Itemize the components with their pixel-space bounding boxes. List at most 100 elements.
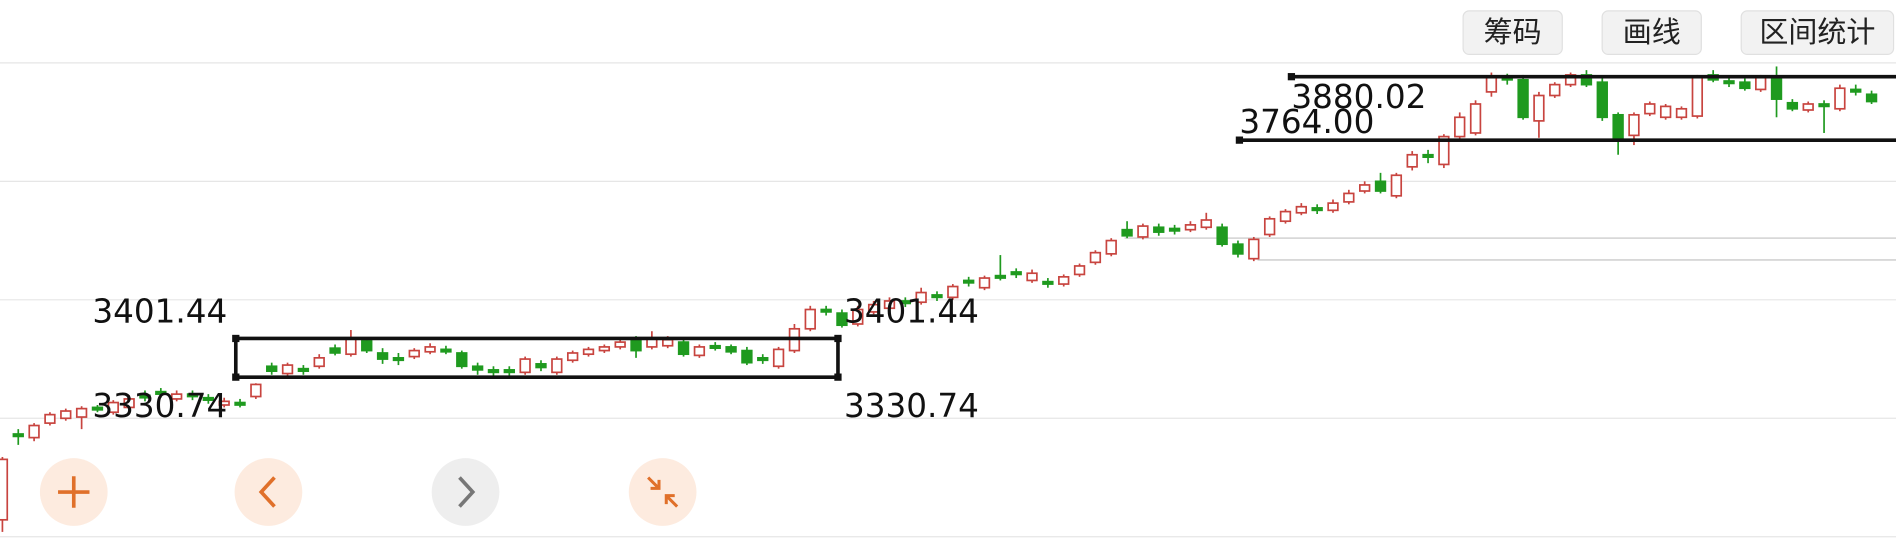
price-label: 3764.00 [1239, 103, 1374, 141]
candle-body [1628, 113, 1640, 137]
candle-body [1105, 239, 1117, 255]
candle-body [456, 352, 468, 368]
candle-body [1612, 113, 1624, 140]
candle-body [1469, 103, 1482, 134]
candle-body [376, 352, 389, 360]
candle-body [630, 337, 642, 352]
candle-body [820, 308, 832, 313]
button-bg [628, 458, 697, 526]
candle-body [772, 348, 785, 368]
candle-body [487, 369, 500, 374]
candle-body [1549, 83, 1561, 97]
candle-body [1153, 226, 1165, 233]
candle-body [614, 341, 626, 348]
candle-body [1184, 224, 1197, 231]
candle-body [551, 358, 563, 374]
candle-body [1422, 153, 1434, 159]
line-handle [232, 334, 240, 343]
candle-body [1533, 94, 1545, 122]
candle-body [1279, 210, 1292, 223]
candle-body [1755, 76, 1767, 91]
candle-body [471, 365, 484, 371]
candle-body [1770, 76, 1783, 100]
candle-body [1295, 205, 1308, 214]
line-handle [232, 373, 240, 381]
candle-body [234, 401, 246, 406]
candle-body [44, 413, 56, 424]
candle-body [1026, 272, 1038, 282]
collapse-button[interactable] [628, 458, 697, 526]
candle-body [1802, 103, 1814, 111]
candle-body [170, 393, 183, 400]
drawings: 3401.44 3401.44 3330.74 3330.74 3880.023764.… [92, 73, 1896, 425]
candle-body [915, 291, 927, 304]
chevron-right-icon [458, 476, 476, 508]
candle-body [598, 346, 611, 352]
candle-body [1374, 180, 1387, 192]
candle-body [155, 390, 167, 395]
toolbar-label: 区间统计 [1759, 15, 1875, 49]
chevron-left-icon [258, 476, 276, 508]
candle-body [1168, 227, 1181, 232]
candle-body [139, 394, 151, 399]
candle-body [60, 410, 72, 420]
candle-body [677, 341, 690, 356]
candle-body [693, 346, 706, 357]
button-bg [431, 458, 500, 526]
candles [0, 66, 1878, 532]
candle-body [899, 300, 911, 305]
candle-body [1311, 207, 1323, 212]
toolbar-label: 筹码 [1484, 15, 1542, 49]
candle-body [1248, 238, 1260, 260]
candle-body [1327, 202, 1339, 212]
candle-body [329, 347, 341, 354]
candle-body [266, 365, 278, 372]
plus-icon [58, 476, 90, 508]
zoom-in-button[interactable] [39, 458, 108, 526]
candle-body [503, 369, 515, 374]
candle-body [962, 279, 975, 284]
candle-body [281, 364, 294, 375]
candle-body [1200, 219, 1212, 229]
toolbar-button[interactable] [1740, 10, 1895, 56]
candle-body [1834, 87, 1846, 110]
candle-body [1058, 275, 1070, 285]
controls [39, 458, 697, 526]
candle-body [836, 312, 848, 327]
candle-body [1042, 280, 1054, 285]
toolbar-button[interactable] [1462, 10, 1563, 56]
candle-body [1359, 184, 1371, 192]
candle-body [123, 398, 135, 409]
candle-body [1691, 76, 1704, 117]
candle-body [297, 367, 310, 372]
candle-body [1485, 75, 1498, 93]
line-handle [1235, 136, 1244, 144]
toolbar: 筹码 画线 区间统计 [1462, 10, 1895, 56]
toolbar-label: 画线 [1623, 15, 1681, 49]
button-bg [234, 458, 303, 526]
toolbar-button[interactable] [1601, 10, 1702, 56]
candle-body [1216, 226, 1228, 246]
candle-body [1850, 88, 1862, 93]
candle-body [91, 406, 104, 411]
candle-body [1406, 153, 1418, 168]
candle-body [345, 337, 357, 356]
next-button[interactable] [431, 458, 500, 526]
candle-body [1137, 225, 1149, 238]
candle-body [1739, 81, 1751, 90]
candle-body [1723, 80, 1735, 85]
candle-body [883, 300, 896, 310]
candle-body [1865, 93, 1878, 103]
candle-body [725, 346, 737, 353]
collapse-icon [647, 476, 679, 508]
candle-body [361, 340, 373, 352]
line-handle [834, 334, 842, 343]
candle-body [1675, 107, 1688, 119]
prev-button[interactable] [234, 458, 303, 526]
price-label: 3330.74 [844, 387, 979, 425]
price-label: 3880.02 [1291, 78, 1426, 116]
candle-body [218, 400, 230, 406]
candle-body [1073, 265, 1086, 276]
candle-body [75, 407, 88, 418]
